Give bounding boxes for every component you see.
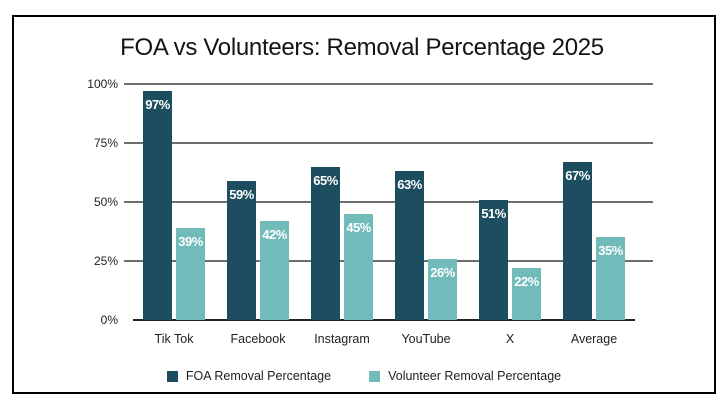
y-tick-label-75: 75% — [93, 136, 118, 150]
bar-volunteer-x: 22% — [512, 268, 541, 320]
bar-volunteer-average: 35% — [596, 237, 625, 320]
x-category-label-x: X — [505, 332, 515, 346]
bar-value-label: 26% — [430, 265, 455, 280]
bar-volunteer-youtube: 26% — [428, 259, 457, 320]
bar-foa-youtube: 63% — [395, 171, 424, 320]
y-tick-label-50: 50% — [93, 195, 118, 209]
y-tick-label-0: 0% — [100, 313, 118, 327]
bar-value-label: 63% — [397, 177, 422, 192]
bar-value-label: 65% — [313, 173, 338, 188]
bar-value-label: 35% — [598, 243, 623, 258]
bar-volunteer-instagram: 45% — [344, 214, 373, 320]
bar-value-label: 97% — [145, 97, 170, 112]
bar-foa-tik-tok: 97% — [143, 91, 172, 320]
chart-title: FOA vs Volunteers: Removal Percentage 20… — [120, 34, 604, 61]
gridline-50 — [124, 201, 653, 203]
x-category-label-instagram: Instagram — [314, 332, 370, 346]
legend-swatch-icon — [166, 370, 178, 382]
legend-label: Volunteer Removal Percentage — [388, 369, 562, 383]
gridline-75 — [124, 142, 653, 144]
bar-foa-instagram: 65% — [311, 167, 340, 320]
bar-volunteer-facebook: 42% — [260, 221, 289, 320]
x-category-label-facebook: Facebook — [230, 332, 286, 346]
gridline-25 — [124, 260, 653, 262]
legend-item-volunteer: Volunteer Removal Percentage — [369, 369, 561, 383]
x-category-label-youtube: YouTube — [401, 332, 451, 346]
bar-value-label: 39% — [178, 234, 203, 249]
legend-swatch-icon — [369, 370, 381, 382]
bar-value-label: 67% — [565, 168, 590, 183]
x-category-label-tik-tok: Tik Tok — [154, 332, 194, 346]
bar-volunteer-tik-tok: 39% — [176, 228, 205, 320]
bar-value-label: 59% — [229, 187, 254, 202]
legend-label: FOA Removal Percentage — [185, 369, 332, 383]
bar-value-label: 45% — [346, 220, 371, 235]
bar-value-label: 51% — [481, 206, 506, 221]
legend: FOA Removal Percentage Volunteer Removal … — [12, 369, 716, 383]
bar-foa-facebook: 59% — [227, 181, 256, 320]
y-tick-label-25: 25% — [93, 254, 118, 268]
bar-value-label: 22% — [514, 274, 539, 289]
legend-item-foa: FOA Removal Percentage — [166, 369, 332, 383]
bar-foa-x: 51% — [479, 200, 508, 320]
y-tick-label-100: 100% — [87, 77, 118, 91]
x-axis-line — [133, 319, 635, 321]
bar-foa-average: 67% — [563, 162, 592, 320]
bar-value-label: 42% — [262, 227, 287, 242]
x-category-label-average: Average — [570, 332, 618, 346]
gridline-100 — [124, 83, 653, 85]
